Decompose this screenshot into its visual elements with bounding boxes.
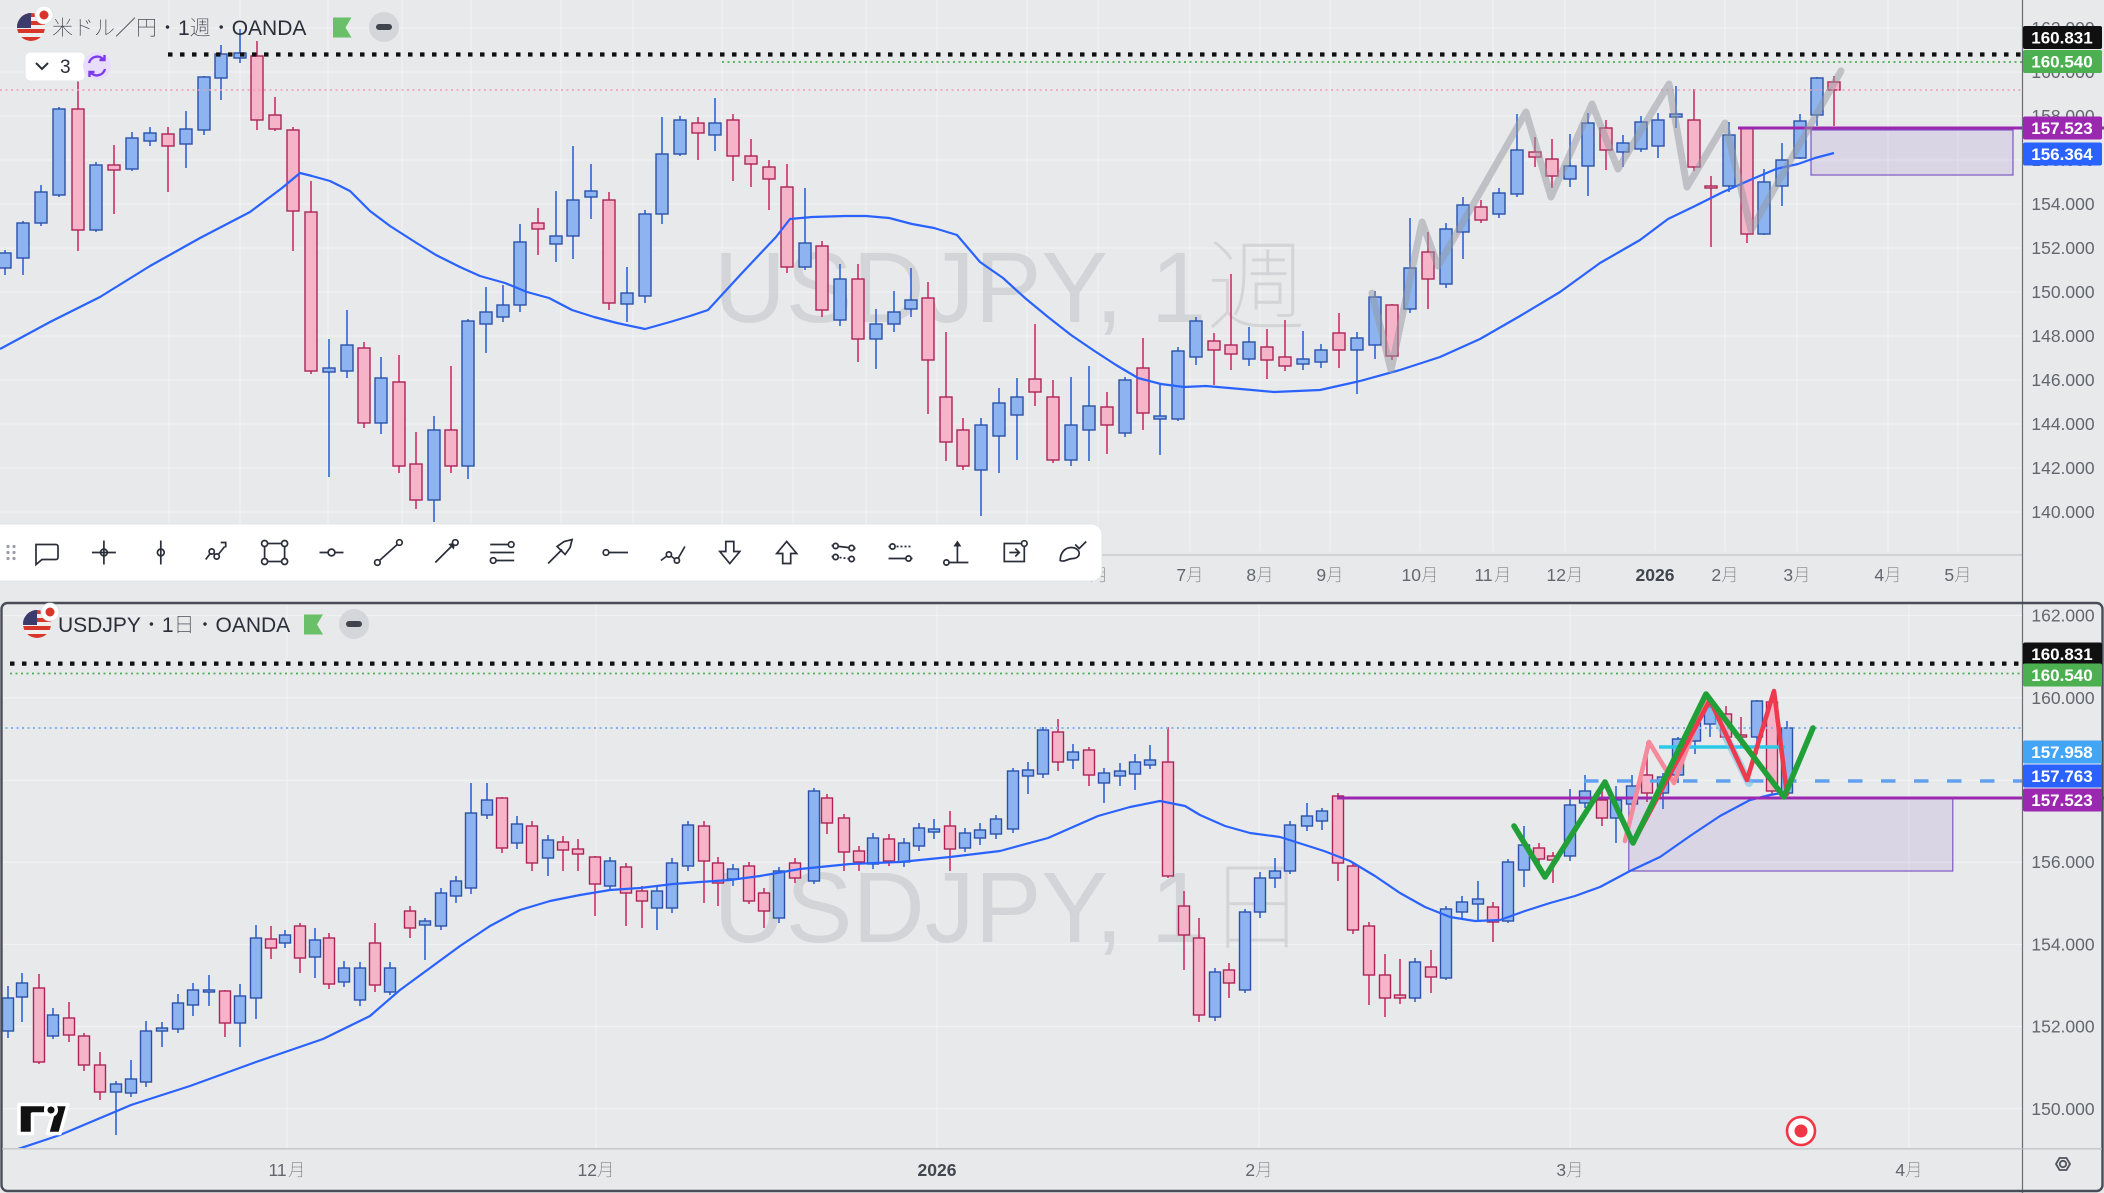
svg-text:150.000: 150.000	[2031, 1099, 2095, 1119]
svg-text:152.000: 152.000	[2031, 1017, 2095, 1037]
svg-text:3: 3	[60, 57, 71, 78]
svg-text:2: 2	[1245, 1160, 1255, 1180]
svg-text:3: 3	[1783, 565, 1793, 585]
svg-text:4: 4	[1874, 565, 1884, 585]
svg-text:160.831: 160.831	[2031, 645, 2092, 664]
svg-text:154.000: 154.000	[2031, 194, 2095, 214]
svg-text:11: 11	[1475, 565, 1493, 585]
svg-text:156.000: 156.000	[2031, 852, 2095, 872]
svg-text:11: 11	[269, 1160, 287, 1180]
svg-text:150.000: 150.000	[2031, 282, 2095, 302]
svg-text:OANDA: OANDA	[216, 614, 291, 637]
svg-text:2026: 2026	[918, 1160, 957, 1180]
svg-text:1: 1	[162, 614, 174, 637]
svg-text:1: 1	[178, 17, 190, 40]
svg-text:160.540: 160.540	[2031, 53, 2092, 72]
svg-text:12: 12	[1547, 565, 1566, 585]
svg-text:157.523: 157.523	[2031, 119, 2092, 138]
svg-text:144.000: 144.000	[2031, 414, 2095, 434]
svg-text:152.000: 152.000	[2031, 238, 2095, 258]
svg-text:9: 9	[1316, 565, 1326, 585]
svg-text:140.000: 140.000	[2031, 502, 2095, 522]
svg-text:148.000: 148.000	[2031, 326, 2095, 346]
svg-text:5: 5	[1944, 565, 1954, 585]
svg-text:157.763: 157.763	[2031, 767, 2092, 786]
svg-text:146.000: 146.000	[2031, 370, 2095, 390]
svg-text:157.958: 157.958	[2031, 743, 2092, 762]
svg-text:157.523: 157.523	[2031, 791, 2092, 810]
svg-text:OANDA: OANDA	[232, 17, 307, 40]
svg-text:2: 2	[1711, 565, 1721, 585]
svg-text:10: 10	[1402, 565, 1422, 585]
svg-text:156.364: 156.364	[2031, 145, 2093, 164]
svg-text:160.831: 160.831	[2031, 29, 2092, 48]
svg-text:154.000: 154.000	[2031, 934, 2095, 954]
svg-text:8: 8	[1246, 565, 1256, 585]
svg-text:160.000: 160.000	[2031, 688, 2095, 708]
svg-text:142.000: 142.000	[2031, 458, 2095, 478]
svg-text:2026: 2026	[1636, 565, 1675, 585]
svg-text:160.540: 160.540	[2031, 666, 2092, 685]
svg-text:162.000: 162.000	[2031, 606, 2095, 626]
svg-text:USDJPY: USDJPY	[58, 614, 141, 637]
svg-text:USDJPY, 1: USDJPY, 1	[714, 852, 1207, 964]
svg-text:12: 12	[578, 1160, 597, 1180]
svg-text:4: 4	[1895, 1160, 1905, 1180]
svg-text:3: 3	[1556, 1160, 1566, 1180]
svg-text:USDJPY, 1: USDJPY, 1	[714, 232, 1207, 344]
svg-text:7: 7	[1176, 565, 1186, 585]
